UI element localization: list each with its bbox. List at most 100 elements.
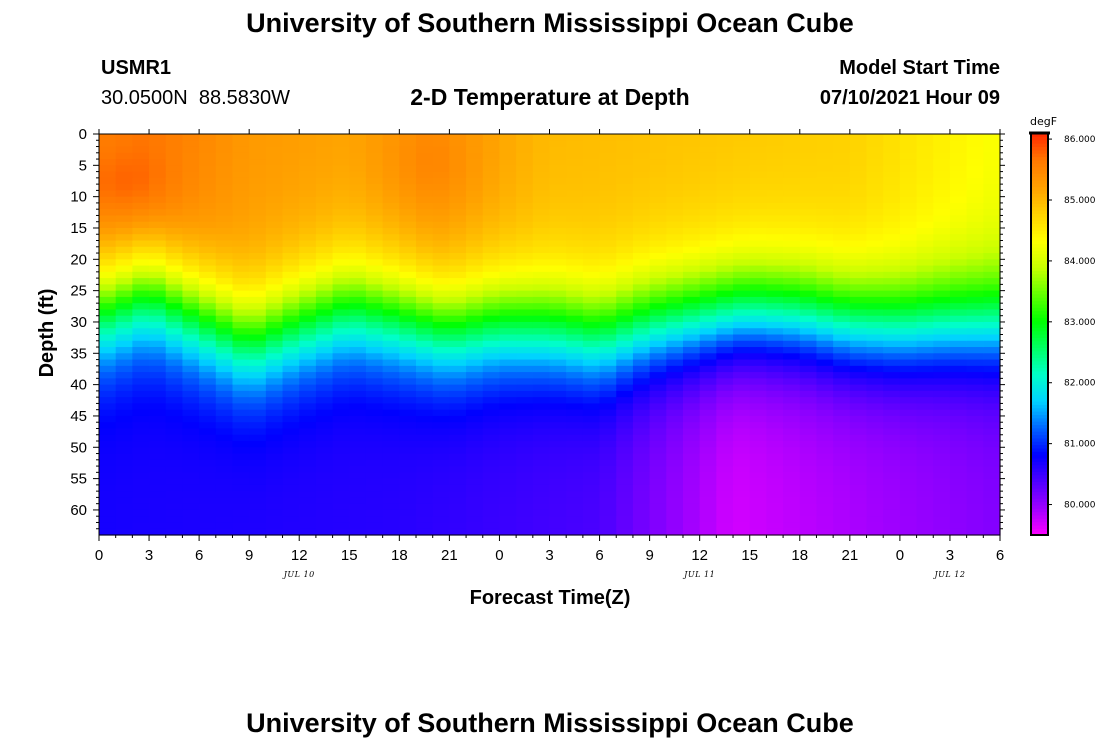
heatmap-cell — [883, 478, 901, 486]
heatmap-cell — [365, 309, 384, 317]
heatmap-cell — [966, 353, 984, 361]
heatmap-cell — [149, 491, 167, 499]
heatmap-cell — [649, 265, 667, 273]
heatmap-cell — [99, 253, 117, 260]
heatmap-cell — [332, 503, 350, 511]
heatmap-cell — [649, 284, 667, 292]
heatmap-cell — [232, 177, 250, 185]
heatmap-cell — [282, 453, 300, 461]
heatmap-cell — [849, 503, 868, 511]
heatmap-cell — [716, 140, 734, 148]
heatmap-cell — [799, 340, 818, 348]
heatmap-cell — [382, 397, 400, 405]
heatmap-cell — [566, 140, 584, 148]
heatmap-cell — [682, 478, 701, 486]
heatmap-cell — [99, 509, 117, 517]
heatmap-cell — [866, 503, 884, 511]
heatmap-cell — [365, 240, 384, 248]
heatmap-cell — [816, 134, 834, 141]
heatmap-cell — [649, 259, 667, 267]
heatmap-cell — [983, 190, 1001, 198]
heatmap-cell — [365, 259, 384, 267]
x-tick-label: 18 — [791, 547, 808, 564]
heatmap-cell — [482, 415, 501, 423]
colorbar-swatch — [1031, 461, 1048, 466]
heatmap-cell — [666, 271, 684, 279]
heatmap-cell — [466, 159, 484, 166]
heatmap-cell — [883, 484, 901, 492]
heatmap-cell — [766, 372, 784, 379]
heatmap-cell — [365, 466, 384, 473]
heatmap-cell — [632, 227, 651, 235]
heatmap-cell — [165, 271, 184, 279]
heatmap-cell — [516, 240, 534, 248]
heatmap-cell — [699, 303, 717, 311]
heatmap-cell — [416, 140, 434, 148]
heatmap-cell — [516, 221, 534, 229]
heatmap-cell — [466, 246, 484, 254]
heatmap-cell — [949, 171, 968, 179]
heatmap-cell — [983, 265, 1001, 273]
heatmap-cell — [766, 347, 784, 354]
y-tick-label: 40 — [70, 377, 87, 394]
heatmap-cell — [282, 478, 300, 486]
heatmap-cell — [199, 296, 217, 304]
heatmap-cell — [416, 196, 434, 204]
heatmap-cell — [182, 415, 200, 423]
heatmap-cell — [749, 409, 768, 417]
heatmap-cell — [115, 140, 133, 148]
heatmap-cell — [516, 177, 534, 185]
y-tick-label: 35 — [70, 345, 87, 362]
heatmap-cell — [132, 497, 150, 505]
heatmap-cell — [299, 409, 317, 417]
heatmap-cell — [449, 240, 467, 248]
heatmap-cell — [833, 328, 851, 336]
heatmap-cell — [566, 466, 584, 473]
heatmap-cell — [99, 159, 117, 166]
heatmap-cell — [299, 278, 317, 285]
heatmap-cell — [833, 528, 851, 536]
heatmap-cell — [399, 184, 417, 191]
heatmap-cell — [733, 334, 751, 342]
heatmap-cell — [432, 503, 450, 511]
heatmap-cell — [182, 372, 200, 379]
heatmap-cell — [799, 384, 818, 392]
heatmap-cell — [666, 215, 684, 223]
heatmap-cell — [799, 372, 818, 379]
heatmap-cell — [582, 434, 601, 442]
heatmap-cell — [232, 184, 250, 191]
heatmap-cell — [716, 409, 734, 417]
colorbar-swatch — [1031, 146, 1048, 151]
heatmap-cell — [516, 434, 534, 442]
heatmap-cell — [132, 284, 150, 292]
colorbar-swatch — [1031, 303, 1048, 308]
heatmap-cell — [682, 516, 701, 524]
heatmap-cell — [516, 215, 534, 223]
heatmap-cell — [232, 428, 250, 436]
heatmap-cell — [265, 234, 284, 242]
heatmap-cell — [299, 296, 317, 304]
heatmap-cell — [115, 372, 133, 379]
heatmap-cell — [799, 522, 818, 530]
heatmap-cell — [249, 441, 267, 448]
heatmap-cell — [382, 509, 400, 517]
heatmap-cell — [733, 253, 751, 260]
heatmap-cell — [332, 246, 350, 254]
heatmap-cell — [449, 340, 467, 348]
heatmap-cell — [299, 246, 317, 254]
heatmap-cell — [299, 165, 317, 173]
heatmap-cell — [416, 215, 434, 223]
heatmap-cell — [699, 290, 717, 298]
heatmap-cell — [99, 190, 117, 198]
heatmap-cell — [249, 334, 267, 342]
heatmap-cell — [466, 415, 484, 423]
heatmap-cell — [916, 159, 934, 166]
heatmap-cell — [616, 441, 634, 448]
heatmap-cell — [315, 365, 334, 373]
heatmap-cell — [649, 253, 667, 260]
heatmap-cell — [532, 509, 551, 517]
heatmap-cell — [165, 434, 184, 442]
heatmap-cell — [733, 165, 751, 173]
heatmap-cell — [966, 284, 984, 292]
colorbar-swatch — [1031, 447, 1048, 452]
